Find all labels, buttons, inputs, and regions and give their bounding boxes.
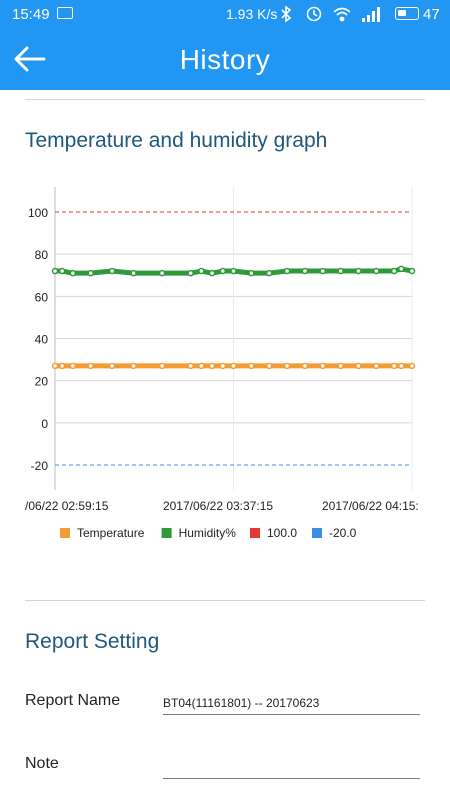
- status-bar: 15:49 1.93 K/s 47: [0, 0, 450, 28]
- y-tick-label: -20: [31, 459, 49, 473]
- data-point: [355, 267, 362, 275]
- data-point: [408, 362, 416, 370]
- battery-percent: 47: [423, 6, 440, 23]
- data-point: [208, 362, 216, 370]
- y-tick-label: 100: [28, 206, 48, 220]
- data-point: [208, 269, 216, 277]
- data-point: [283, 362, 291, 370]
- y-tick-label: 40: [35, 333, 49, 347]
- legend-swatch: [161, 528, 172, 538]
- y-tick-label: 80: [35, 248, 49, 262]
- temperature-humidity-chart: 100 80 60 40 20 0 -20/06/22 02:59:15 2017/06/22…: [25, 187, 419, 540]
- arrow-left-icon: [14, 46, 46, 72]
- y-tick-label: 0: [41, 417, 48, 431]
- wifi-icon: [333, 7, 351, 22]
- data-point: [248, 269, 255, 277]
- data-point: [158, 362, 166, 370]
- app-bar: History: [0, 28, 450, 90]
- data-point: [398, 265, 405, 273]
- data-point: [108, 362, 116, 370]
- data-point: [87, 269, 94, 277]
- data-point: [301, 267, 309, 275]
- graph-section-title: Temperature and humidity graph: [25, 129, 328, 152]
- legend-swatch: [60, 528, 70, 538]
- data-point: [87, 362, 94, 370]
- data-point: [198, 362, 205, 370]
- data-point: [230, 362, 237, 370]
- data-point: [130, 269, 137, 277]
- x-tick-label: /06/22 02:59:15: [25, 499, 109, 513]
- legend-swatch: [312, 528, 322, 538]
- data-point: [58, 267, 66, 275]
- data-point: [265, 362, 273, 370]
- data-point: [51, 267, 59, 275]
- data-point: [69, 269, 77, 277]
- data-point: [69, 362, 77, 370]
- data-point: [301, 362, 309, 370]
- data-point: [158, 269, 166, 277]
- signal-icon: [362, 7, 380, 22]
- data-point: [373, 362, 380, 370]
- legend-label: Humidity%: [179, 526, 237, 540]
- data-point: [219, 267, 227, 275]
- report-name-input[interactable]: BT04(11161801) -- 20170623: [163, 692, 420, 715]
- message-icon: [57, 7, 73, 19]
- legend-label: 100.0: [267, 526, 297, 540]
- x-tick-label: 2017/06/22 03:37:15: [163, 499, 273, 513]
- back-button[interactable]: [10, 40, 50, 78]
- status-icons: [281, 5, 380, 23]
- data-point: [248, 362, 255, 370]
- note-label: Note: [25, 755, 59, 772]
- top-divider: [25, 99, 425, 100]
- data-point: [355, 362, 362, 370]
- legend-label: -20.0: [329, 526, 357, 540]
- network-speed: 1.93 K/s: [226, 6, 278, 22]
- data-point: [337, 267, 344, 275]
- report-section-title: Report Setting: [25, 630, 160, 653]
- data-point: [219, 362, 227, 370]
- report-name-label: Report Name: [25, 692, 121, 709]
- legend-label: Temperature: [77, 526, 145, 540]
- data-point: [319, 267, 326, 275]
- alarm-icon: [306, 6, 322, 22]
- battery-icon: [395, 7, 419, 20]
- status-time: 15:49: [12, 6, 50, 23]
- data-point: [265, 269, 273, 277]
- data-point: [187, 362, 194, 370]
- bluetooth-icon: [281, 5, 292, 23]
- data-point: [230, 267, 237, 275]
- data-point: [130, 362, 137, 370]
- data-point: [51, 362, 59, 370]
- legend-swatch: [250, 528, 260, 538]
- data-point: [390, 267, 398, 275]
- data-point: [187, 269, 194, 277]
- data-point: [319, 362, 326, 370]
- data-point: [373, 267, 380, 275]
- mid-divider: [25, 600, 425, 601]
- data-point: [398, 362, 405, 370]
- y-tick-label: 60: [35, 290, 49, 304]
- note-input[interactable]: [163, 756, 420, 779]
- data-point: [408, 267, 416, 275]
- page-title: History: [179, 44, 271, 75]
- data-point: [58, 362, 66, 370]
- data-point: [337, 362, 344, 370]
- data-point: [283, 267, 291, 275]
- battery-level: [398, 10, 406, 16]
- y-tick-label: 20: [35, 375, 49, 389]
- data-point: [390, 362, 398, 370]
- data-point: [108, 267, 116, 275]
- x-tick-label: 2017/06/22 04:15:: [322, 499, 419, 513]
- data-point: [198, 267, 205, 275]
